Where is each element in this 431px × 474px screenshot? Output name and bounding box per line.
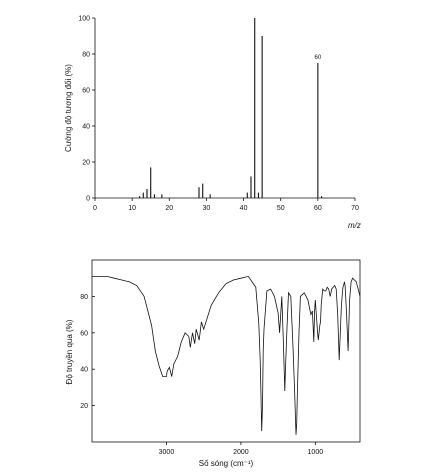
ms-x-tick-label-4: 40: [240, 205, 248, 212]
ir-y-tick-label-0: 20: [80, 403, 88, 410]
ir-x-tick-label-0: 3000: [159, 449, 175, 456]
ms-y-tick-label-1: 20: [82, 160, 90, 167]
ir-x-axis-label: Số sóng (cm⁻¹): [199, 459, 254, 468]
ms-axes: [94, 18, 355, 199]
ms-bars: [139, 18, 323, 198]
ir-y-tick-label-3: 80: [80, 294, 88, 301]
ms-x-tick-label-6: 60: [314, 205, 322, 212]
ms-annotation-0: 60: [315, 55, 322, 61]
ir-series-line: [92, 275, 361, 435]
ms-annotations: 60: [315, 55, 322, 61]
ir-y-ticks: 20 40 60 80: [80, 294, 95, 410]
ms-x-tick-label-2: 20: [165, 205, 173, 212]
ir-x-tick-label-2: 1000: [308, 449, 324, 456]
ms-x-tick-label-0: 0: [93, 205, 97, 212]
ms-y-tick-label-0: 0: [86, 196, 90, 203]
ms-x-axis-label: m/z: [348, 221, 361, 230]
ir-x-ticks: 3000 2000 1000: [159, 442, 324, 456]
ms-x-tick-label-7: 70: [351, 205, 359, 212]
ir-y-tick-label-2: 60: [80, 330, 88, 337]
ms-y-tick-label-5: 100: [78, 16, 90, 23]
ms-y-tick-label-4: 80: [82, 52, 90, 59]
ms-x-tick-label-3: 30: [203, 205, 211, 212]
ms-x-ticks: 0 10 20 30 40 50 60 70: [93, 198, 359, 212]
ms-y-tick-label-2: 40: [82, 124, 90, 131]
ms-y-tick-label-3: 60: [82, 88, 90, 95]
ir-y-axis-label: Độ truyền qua (%): [65, 319, 74, 384]
ms-y-axis-label: Cường độ tương đối (%): [64, 64, 73, 152]
ir-x-tick-label-1: 2000: [233, 449, 249, 456]
ms-x-tick-label-5: 50: [277, 205, 285, 212]
ms-y-ticks: 0 20 40 60 80 100: [78, 16, 95, 203]
ir-y-tick-label-1: 40: [80, 367, 88, 374]
ms-x-tick-label-1: 10: [128, 205, 136, 212]
ir-plot-frame: [91, 259, 361, 443]
